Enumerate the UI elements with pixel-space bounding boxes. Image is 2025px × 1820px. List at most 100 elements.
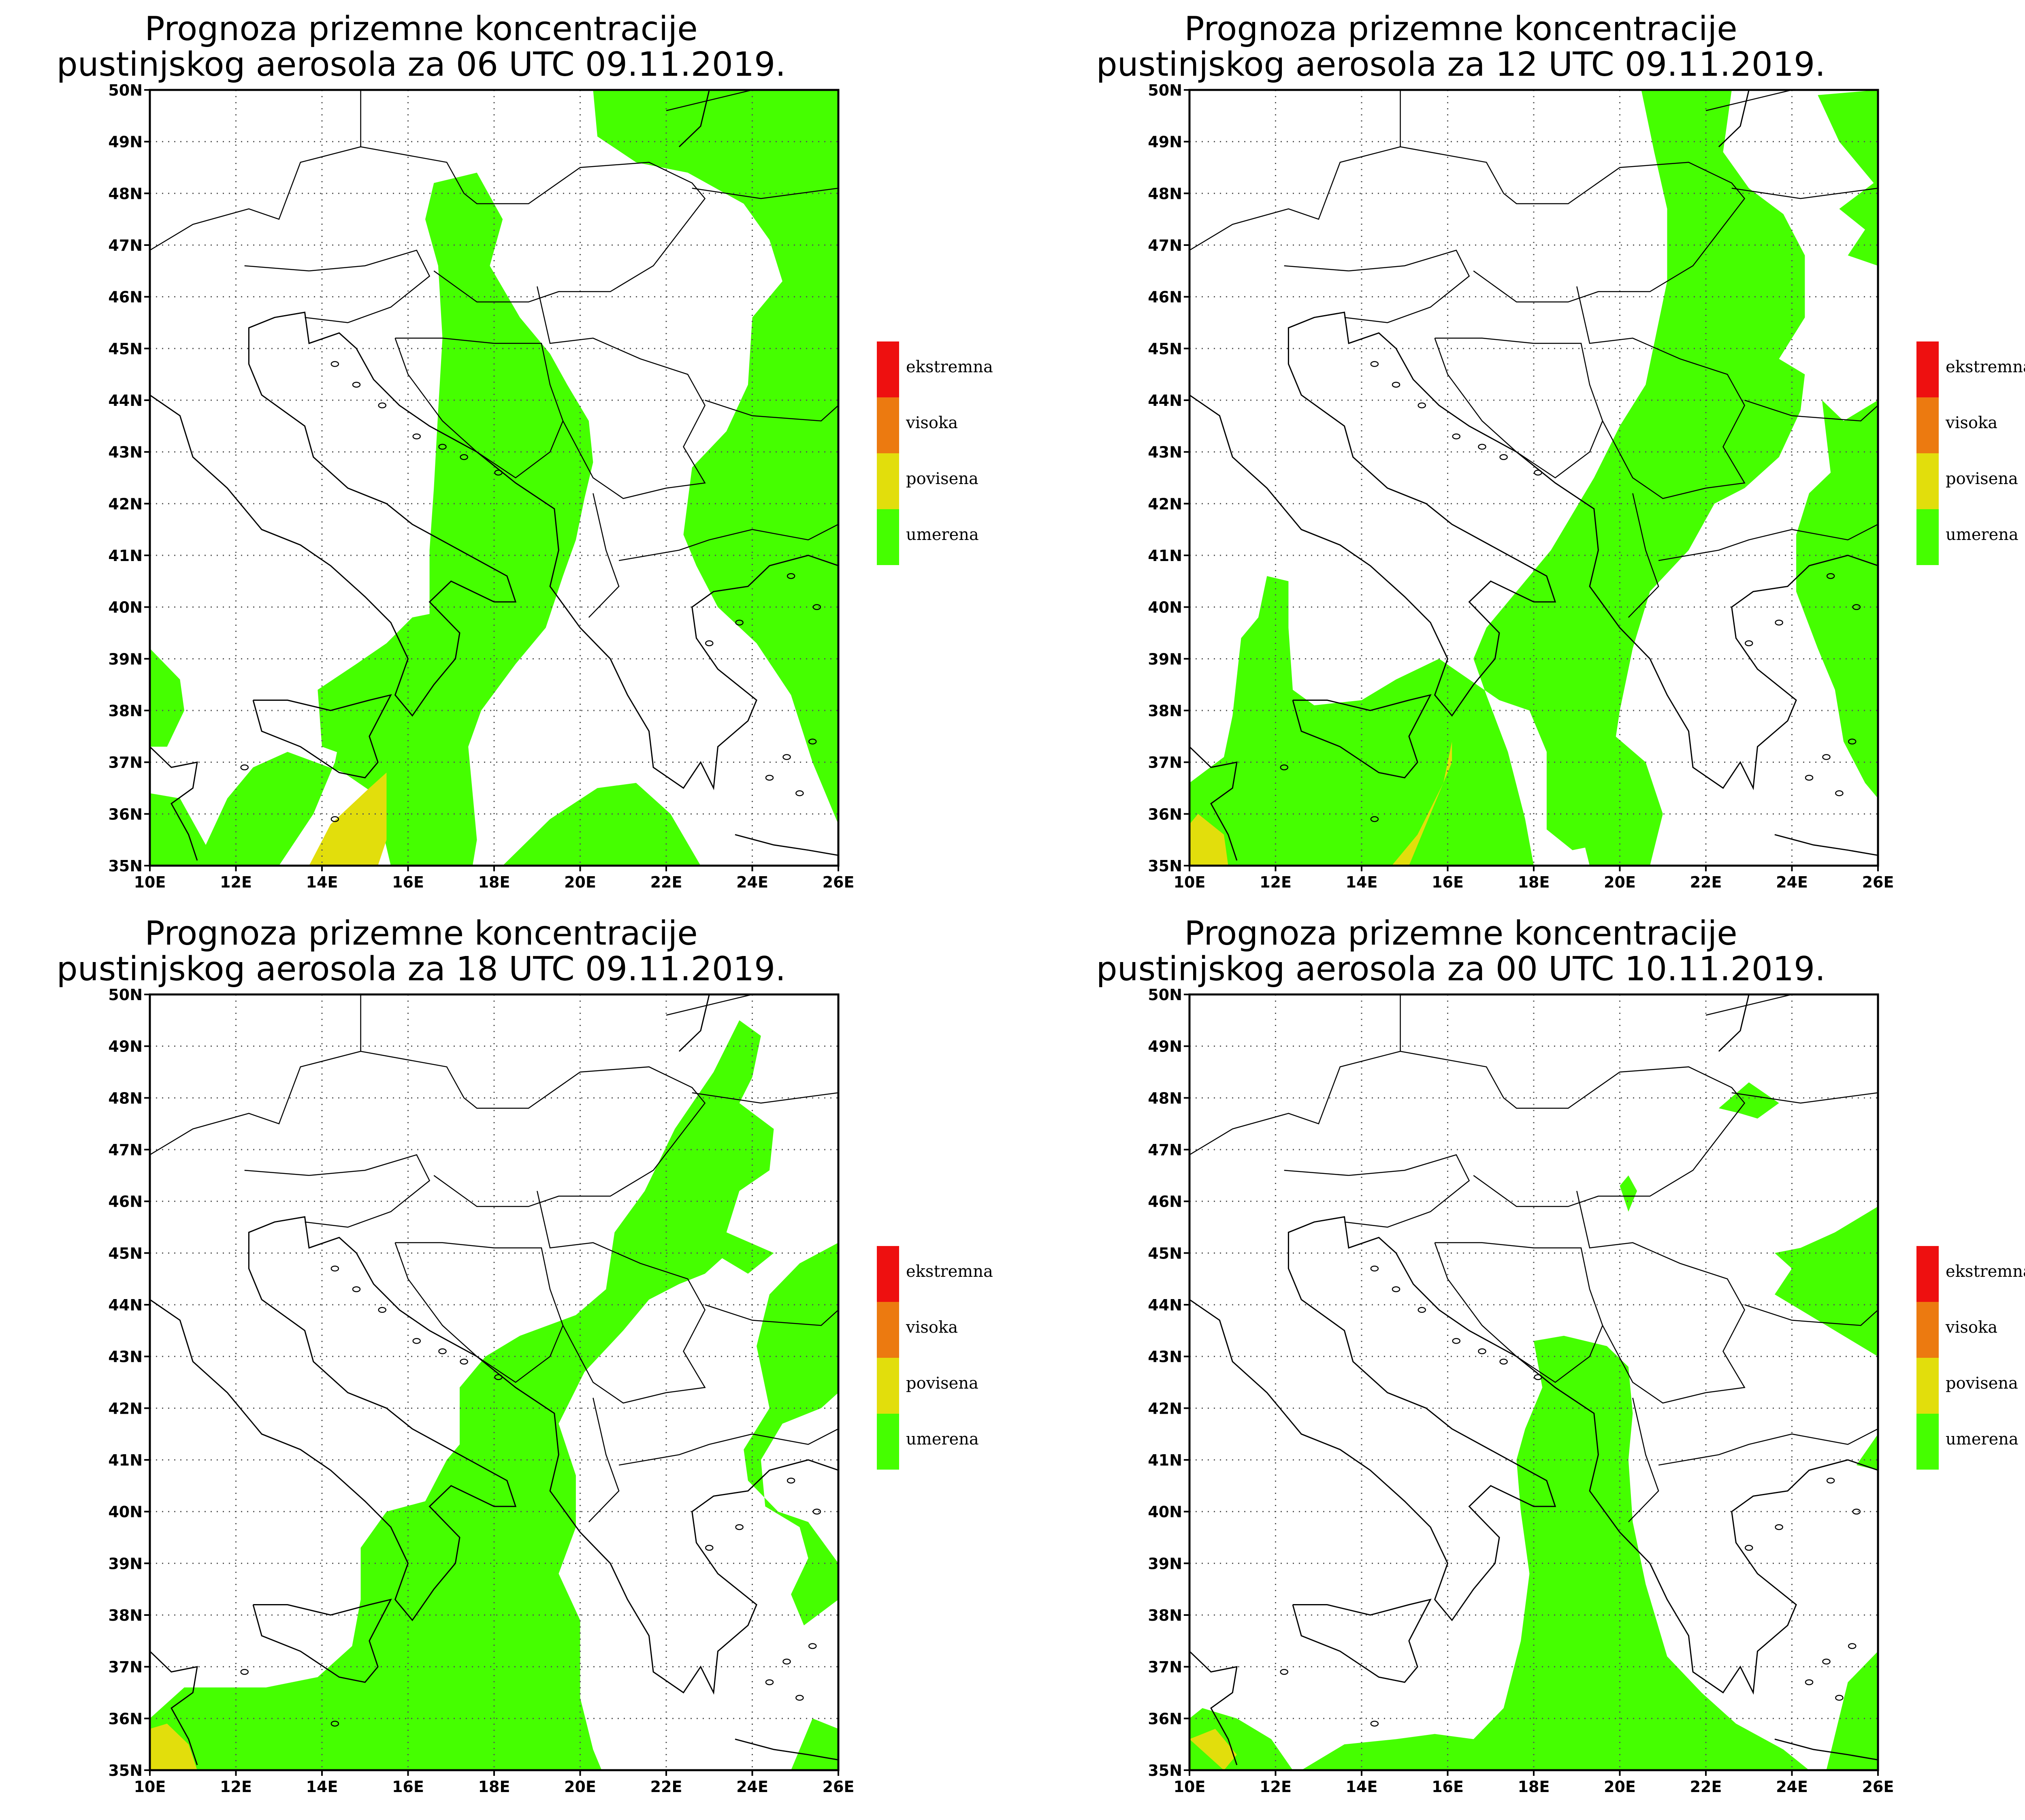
lat-tick-label: 39N xyxy=(1148,1555,1182,1572)
lon-tick-label: 18E xyxy=(478,873,510,891)
coastline xyxy=(252,694,392,779)
island-outline xyxy=(438,444,447,450)
island-outline xyxy=(330,1720,339,1727)
lon-tick-label: 24E xyxy=(1776,873,1808,891)
umerena-area xyxy=(593,90,838,824)
island-outline xyxy=(787,573,795,579)
title-line-1: Prognoza prizemne koncentracije xyxy=(1184,914,1737,953)
umerena-area xyxy=(150,1020,774,1770)
lat-tick-label: 42N xyxy=(1148,1400,1182,1417)
lat-tick-label: 44N xyxy=(1148,392,1182,410)
lat-tick-label: 49N xyxy=(108,133,143,151)
country-border xyxy=(305,250,431,323)
island-outline xyxy=(1805,1679,1814,1686)
country-border xyxy=(1628,493,1659,618)
lat-tick-label: 48N xyxy=(108,185,143,203)
umerena-area xyxy=(1189,90,1805,866)
country-border xyxy=(618,1428,838,1466)
umerena-area xyxy=(1301,1336,1809,1770)
country-border xyxy=(1658,524,1878,561)
lon-tick-label: 24E xyxy=(1776,1778,1808,1796)
island-outline xyxy=(378,402,386,409)
lat-tick-label: 36N xyxy=(108,805,143,823)
island-outline xyxy=(705,640,714,646)
lon-tick-label: 20E xyxy=(1604,873,1636,891)
island-outline xyxy=(1852,1508,1861,1515)
lat-tick-label: 39N xyxy=(108,650,143,668)
coastline xyxy=(150,1651,198,1765)
country-border xyxy=(1434,1242,1603,1383)
legend-swatch xyxy=(1916,1302,1939,1358)
country-border xyxy=(244,265,309,272)
dust-concentration-map: 50N 49N 48N 47N 46N 45N 44N 43N 42N 41N 40N 39N 38N 3… xyxy=(1148,81,1894,891)
legend-swatch xyxy=(877,341,899,397)
country-border xyxy=(1658,1428,1878,1466)
lat-tick-label: 47N xyxy=(108,237,143,254)
lat-tick-label: 43N xyxy=(1148,1348,1182,1366)
island-outline xyxy=(1499,454,1508,460)
lat-tick-label: 35N xyxy=(108,1762,143,1779)
country-border xyxy=(588,493,620,618)
lat-tick-label: 42N xyxy=(108,495,143,513)
island-outline xyxy=(1418,402,1426,409)
island-outline xyxy=(1822,1658,1831,1665)
legend-label: ekstremna xyxy=(906,1262,993,1281)
lat-tick-label: 46N xyxy=(1148,1193,1182,1211)
legend-swatch xyxy=(877,1246,899,1302)
lat-tick-label: 36N xyxy=(1148,1710,1182,1728)
legend-label: visoka xyxy=(1946,414,1998,432)
island-outline xyxy=(494,469,503,476)
legend-swatch xyxy=(877,1302,899,1358)
lat-tick-label: 49N xyxy=(108,1038,143,1056)
lon-tick-label: 16E xyxy=(392,873,424,891)
lon-tick-label: 20E xyxy=(564,1778,596,1796)
legend-label: umerena xyxy=(1946,1430,2019,1449)
title-line-2: pustinjskog aerosola za 12 UTC 09.11.201… xyxy=(1096,45,1826,84)
island-outline xyxy=(1775,619,1783,626)
island-outline xyxy=(1478,1348,1486,1355)
lon-tick-label: 24E xyxy=(736,1778,768,1796)
lat-tick-label: 37N xyxy=(1148,754,1182,772)
lon-tick-label: 20E xyxy=(564,873,596,891)
lat-tick-label: 43N xyxy=(1148,444,1182,461)
country-border xyxy=(1628,1398,1659,1523)
lon-tick-label: 26E xyxy=(823,873,855,891)
island-outline xyxy=(1835,790,1844,796)
island-outline xyxy=(1826,573,1835,579)
country-border xyxy=(666,90,752,111)
coastline xyxy=(252,1598,392,1683)
legend-label: umerena xyxy=(906,525,979,544)
island-outline xyxy=(765,1679,774,1686)
island-outline xyxy=(705,1545,714,1551)
country-border xyxy=(1705,994,1792,1016)
island-outline xyxy=(1452,433,1460,440)
lat-tick-label: 35N xyxy=(1148,857,1182,875)
lat-tick-label: 40N xyxy=(108,1503,143,1521)
lat-tick-label: 38N xyxy=(108,1607,143,1624)
country-border xyxy=(305,1154,431,1228)
lat-tick-label: 49N xyxy=(1148,1038,1182,1056)
island-outline xyxy=(795,790,804,796)
lat-tick-label: 45N xyxy=(1148,1244,1182,1262)
lon-tick-label: 18E xyxy=(478,1778,510,1796)
lon-tick-label: 10E xyxy=(1174,1778,1206,1796)
lon-tick-label: 14E xyxy=(1346,1778,1378,1796)
island-outline xyxy=(352,382,361,388)
island-outline xyxy=(812,1508,821,1515)
panel-title: Prognoza prizemne koncentracije pustinjs… xyxy=(20,916,822,987)
umerena-area xyxy=(744,1242,838,1626)
lon-tick-label: 14E xyxy=(306,1778,338,1796)
panel-title: Prognoza prizemne koncentracije pustinjs… xyxy=(1060,11,1862,83)
lat-tick-label: 35N xyxy=(1148,1762,1182,1779)
lat-tick-label: 40N xyxy=(1148,599,1182,617)
legend-label: ekstremna xyxy=(1946,1262,2025,1281)
country-border xyxy=(705,399,838,422)
legend-swatch xyxy=(877,397,899,453)
lat-tick-label: 43N xyxy=(108,444,143,461)
panel-title: Prognoza prizemne koncentracije pustinjs… xyxy=(1060,916,1862,987)
legend-label: povisena xyxy=(1946,1374,2018,1393)
lat-tick-label: 36N xyxy=(108,1710,143,1728)
lon-tick-label: 14E xyxy=(306,873,338,891)
country-border xyxy=(1576,1191,1746,1404)
coastline xyxy=(1292,694,1432,779)
